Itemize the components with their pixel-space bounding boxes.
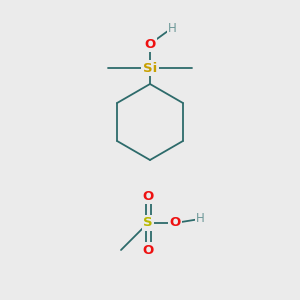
Text: Si: Si bbox=[143, 61, 157, 74]
Text: O: O bbox=[142, 190, 154, 202]
Text: O: O bbox=[169, 217, 181, 230]
Text: O: O bbox=[144, 38, 156, 50]
Text: O: O bbox=[142, 244, 154, 256]
Text: H: H bbox=[168, 22, 176, 34]
Text: H: H bbox=[196, 212, 204, 226]
Text: S: S bbox=[143, 217, 153, 230]
